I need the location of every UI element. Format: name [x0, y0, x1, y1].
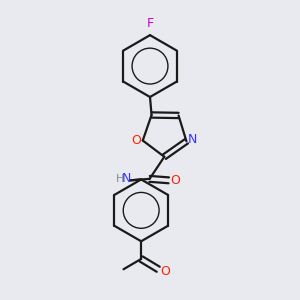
Text: F: F [146, 17, 154, 30]
Text: H: H [116, 174, 124, 184]
Text: N: N [188, 133, 198, 146]
Text: N: N [122, 172, 131, 185]
Text: O: O [131, 134, 141, 147]
Text: O: O [170, 174, 180, 187]
Text: O: O [160, 265, 170, 278]
